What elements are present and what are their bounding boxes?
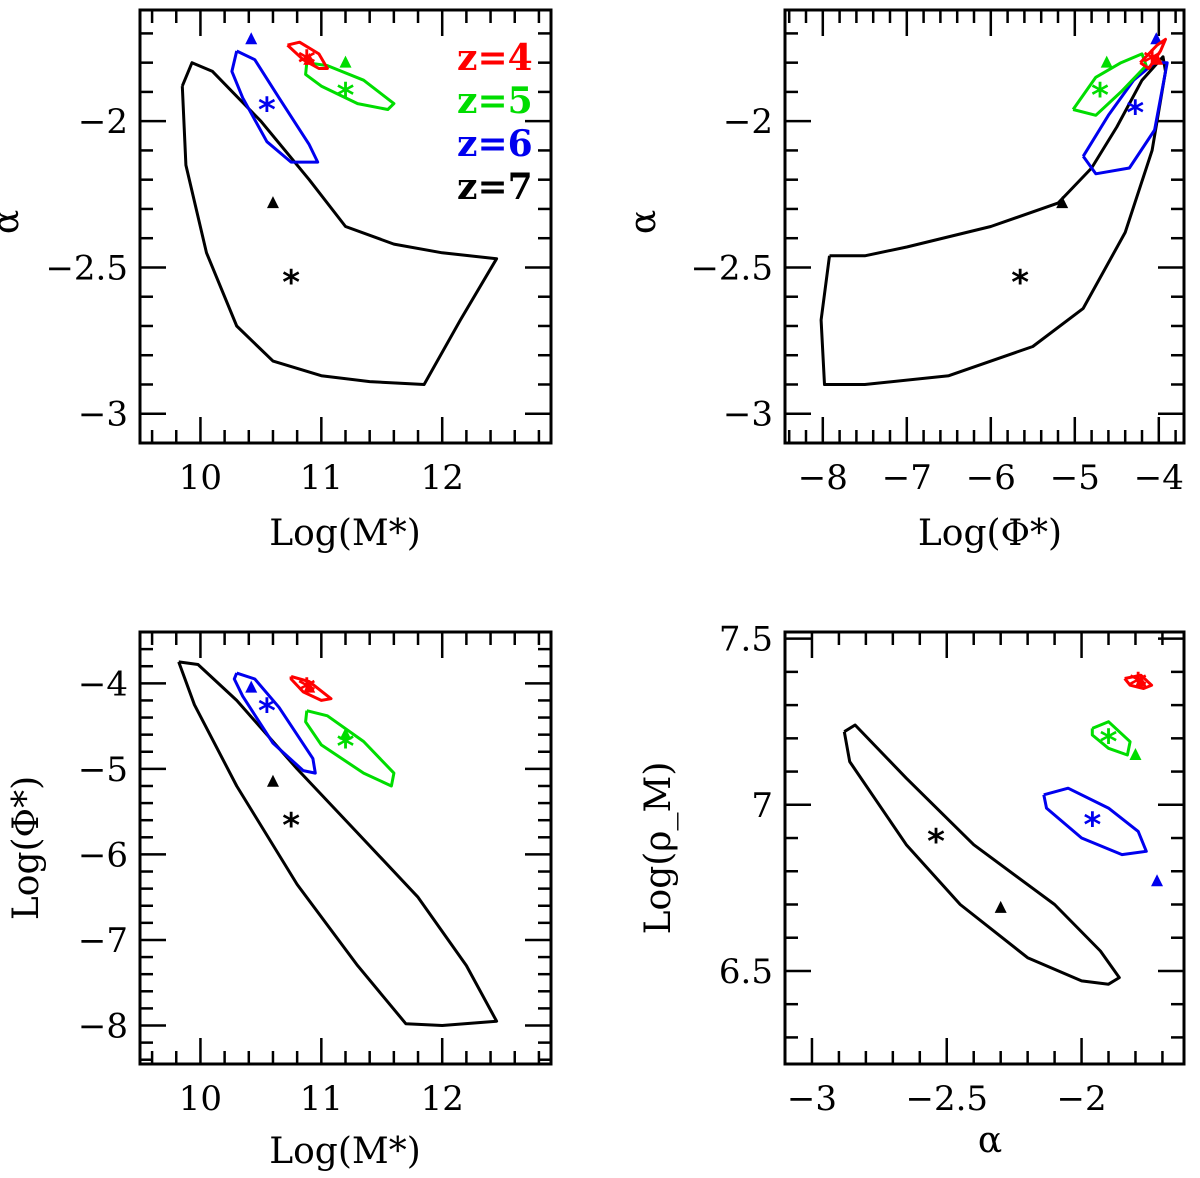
best-fit-marker-z6: * [1083, 805, 1101, 845]
best-fit-marker-z7: * [282, 263, 300, 303]
y-axis-label: Log(ρ_M) [638, 762, 679, 935]
x-tick-label: −7 [882, 458, 932, 498]
contour-z5 [304, 709, 396, 788]
reference-marker-z5 [339, 55, 352, 68]
plot-frame [783, 8, 1186, 445]
contour-z6 [230, 49, 320, 164]
best-fit-marker-z6: * [258, 691, 276, 731]
x-axis-label: α [978, 1120, 1002, 1161]
contour-z4 [286, 40, 329, 70]
panel-bottom-right: −3 −2.5 −2 6.5 7 7.5 α Log(ρ_M) * * * * [638, 620, 1186, 1161]
y-tick-label: −2 [78, 102, 128, 142]
plot-frame [783, 630, 1186, 1066]
x-tick-label: 12 [421, 1079, 464, 1119]
reference-marker-z7 [266, 196, 279, 209]
reference-marker-z4 [1134, 674, 1147, 687]
y-axis-label: α [623, 210, 664, 234]
x-tick-label: −5 [1050, 458, 1100, 498]
y-tick-label: −6 [78, 835, 128, 875]
reference-marker-z7 [1056, 196, 1069, 209]
best-fit-marker-z5: * [337, 727, 355, 767]
contour-z6 [1081, 61, 1169, 176]
best-fit-marker-z4: * [1129, 666, 1147, 706]
y-tick-label: −2.5 [690, 248, 773, 288]
contour-z4 [1139, 37, 1167, 70]
legend-entry-z6: z=6 [457, 123, 533, 165]
y-tick-label: −2.5 [45, 248, 128, 288]
contour-z6 [1042, 786, 1148, 857]
y-tick-label: 7 [751, 786, 773, 826]
legend-entry-z4: z=4 [457, 37, 533, 79]
contour-z4 [1123, 673, 1154, 690]
best-fit-marker-z5: * [1100, 722, 1118, 762]
y-tick-label: −4 [78, 664, 128, 704]
x-tick-label: −2.5 [905, 1079, 988, 1119]
x-tick-label: 11 [300, 1079, 343, 1119]
contour-z7 [842, 723, 1121, 986]
y-axis-label: Log(Φ*) [6, 776, 47, 920]
legend-entry-z5: z=5 [457, 80, 533, 122]
best-fit-marker-z4: * [298, 44, 316, 84]
x-tick-label: 11 [300, 458, 343, 498]
plot-frame [138, 630, 553, 1066]
reference-marker-z4 [1151, 52, 1164, 65]
reference-marker-z6 [1151, 874, 1164, 887]
y-tick-label: −3 [723, 395, 773, 435]
legend: z=4 z=5 z=6 z=7 [457, 37, 533, 208]
y-axis-label: α [0, 210, 27, 234]
y-tick-label: −5 [78, 750, 128, 790]
contour-z7 [177, 660, 499, 1027]
best-fit-marker-z7: * [282, 806, 300, 846]
reference-marker-z6 [245, 680, 258, 693]
y-tick-label: 7.5 [719, 620, 773, 660]
best-fit-marker-z7: * [1011, 263, 1029, 303]
best-fit-marker-z5: * [1091, 76, 1109, 116]
x-axis-label: Log(Φ*) [918, 513, 1062, 554]
reference-marker-z5 [339, 727, 352, 740]
reference-marker-z5 [1100, 55, 1113, 68]
contour-z6 [232, 671, 317, 775]
best-fit-marker-z6: * [1126, 93, 1144, 133]
x-tick-label: −2 [1056, 1079, 1106, 1119]
y-tick-label: 6.5 [719, 952, 773, 992]
panel-top-left: 10 11 12 −3 −2.5 −2 Log(M*) α * * * * [0, 8, 553, 554]
legend-entry-z7: z=7 [457, 166, 533, 208]
reference-marker-z4 [303, 52, 316, 65]
reference-marker-z7 [266, 774, 279, 787]
reference-marker-z6 [245, 32, 258, 45]
contour-z5 [304, 61, 396, 111]
x-tick-label: −8 [798, 458, 848, 498]
best-fit-marker-z4: * [298, 672, 316, 712]
y-tick-label: −8 [78, 1007, 128, 1047]
x-tick-label: −4 [1134, 458, 1184, 498]
x-tick-label: 10 [179, 1079, 222, 1119]
x-axis-label: Log(M*) [269, 1131, 421, 1172]
y-tick-label: −7 [78, 921, 128, 961]
panel-bottom-left: 10 11 12 −8 −7 −6 −5 −4 Log(M*) Log(Φ*) * * * * [6, 630, 553, 1172]
best-fit-marker-z6: * [258, 91, 276, 131]
x-axis-label: Log(M*) [269, 513, 421, 554]
best-fit-marker-z4: * [1143, 44, 1161, 84]
reference-marker-z5 [1129, 747, 1142, 760]
reference-marker-z6 [1150, 32, 1163, 45]
reference-marker-z4 [303, 680, 316, 693]
x-tick-label: 12 [421, 458, 464, 498]
x-tick-label: −6 [966, 458, 1016, 498]
reference-marker-z7 [994, 900, 1007, 913]
y-tick-label: −3 [78, 395, 128, 435]
x-tick-label: −3 [787, 1079, 837, 1119]
panel-top-right: −8 −7 −6 −5 −4 −3 −2.5 −2 Log(Φ*) α * * * * [623, 8, 1186, 554]
contour-z7 [180, 61, 499, 386]
y-tick-label: −2 [723, 102, 773, 142]
contour-z5 [1090, 720, 1132, 757]
x-tick-label: 10 [179, 458, 222, 498]
best-fit-marker-z5: * [337, 76, 355, 116]
best-fit-marker-z7: * [927, 822, 945, 862]
